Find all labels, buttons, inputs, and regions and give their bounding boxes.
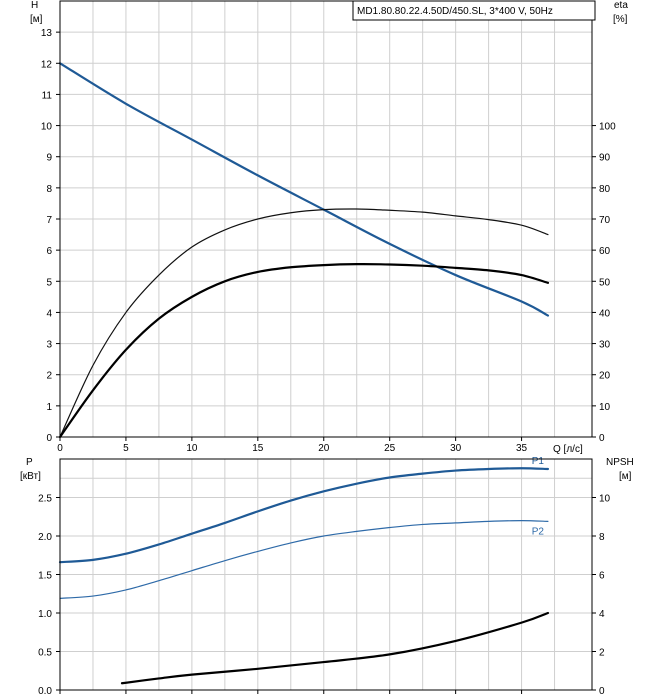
labels-layer: H [м] eta [%] Q [л/с] P [кВт] NPSH [м] M… [20,0,634,482]
series-curve [58,62,550,317]
left-tick-label: 1 [46,402,52,413]
x-tick-label: 35 [516,443,528,454]
x-tick-label: 30 [450,443,462,454]
left-tick-label: 5 [46,277,52,288]
left-tick-label: 8 [46,184,52,195]
left-tick-label: 13 [41,28,53,39]
right-tick-label: 50 [599,277,611,288]
left-tick-label: 2 [46,371,52,382]
right-tick-label: 60 [599,246,611,257]
x-tick-label: 15 [252,443,264,454]
bottom-left-axis-unit: [кВт] [20,471,41,482]
bottom-right-axis-title: NPSH [606,457,634,468]
x-tick-label: 25 [384,443,396,454]
ticks-layer: 0123456789101112130102030405060708090100… [38,28,616,697]
series-curve [120,611,550,685]
right-tick-label: 90 [599,153,611,164]
left-tick-label: 9 [46,153,52,164]
left-tick-label: 0.0 [38,686,52,697]
left-tick-label: 3 [46,340,52,351]
left-tick-label: 10 [41,122,53,133]
left-tick-label: 6 [46,246,52,257]
left-tick-label: 11 [42,90,53,101]
right-tick-label: 40 [599,308,611,319]
right-tick-label: 10 [599,402,611,413]
right-tick-label: 4 [599,609,605,620]
series-p1-curve [58,467,550,564]
left-tick-label: 4 [46,308,52,319]
top-left-axis-title: H [31,0,38,11]
left-tick-label: 12 [41,59,53,70]
series-curve [58,263,550,439]
title-box [352,0,596,21]
top-right-axis-unit: [%] [613,14,628,25]
curves-layer: P1 P2 [58,62,550,685]
top-right-axis-title: eta [614,0,628,11]
x-tick-label: 20 [318,443,330,454]
chart-title: MD1.80.80.22.4.50D/450.SL, 3*400 V, 50Hz [357,6,553,17]
right-tick-label: 100 [599,122,616,133]
left-tick-label: 1.5 [38,571,52,582]
bottom-right-axis-unit: [м] [619,471,632,482]
left-tick-label: 7 [46,215,52,226]
x-tick-label: 10 [186,443,198,454]
x-tick-label: 5 [123,443,129,454]
right-tick-label: 10 [599,494,611,505]
top-left-axis-unit: [м] [30,14,43,25]
right-tick-label: 0 [599,433,605,444]
right-tick-label: 80 [599,184,611,195]
series-curve [59,208,549,438]
x-tick-label: 0 [57,443,63,454]
right-tick-label: 70 [599,215,611,226]
left-tick-label: 1.0 [38,609,52,620]
right-tick-label: 0 [599,686,605,697]
right-tick-label: 30 [599,340,611,351]
left-tick-label: 2.5 [38,494,52,505]
right-tick-label: 2 [599,648,605,659]
right-tick-label: 8 [599,532,605,543]
series-label-p1: P1 [532,456,545,467]
left-tick-label: 2.0 [38,532,52,543]
left-tick-label: 0.5 [38,648,52,659]
bottom-left-axis-title: P [26,457,33,468]
series-p2-curve [59,520,549,599]
series-label-p2: P2 [532,526,545,537]
right-tick-label: 6 [599,571,605,582]
x-axis-label: Q [л/с] [553,444,583,455]
left-tick-label: 0 [46,433,52,444]
grid-layer [60,1,592,690]
right-tick-label: 20 [599,371,611,382]
